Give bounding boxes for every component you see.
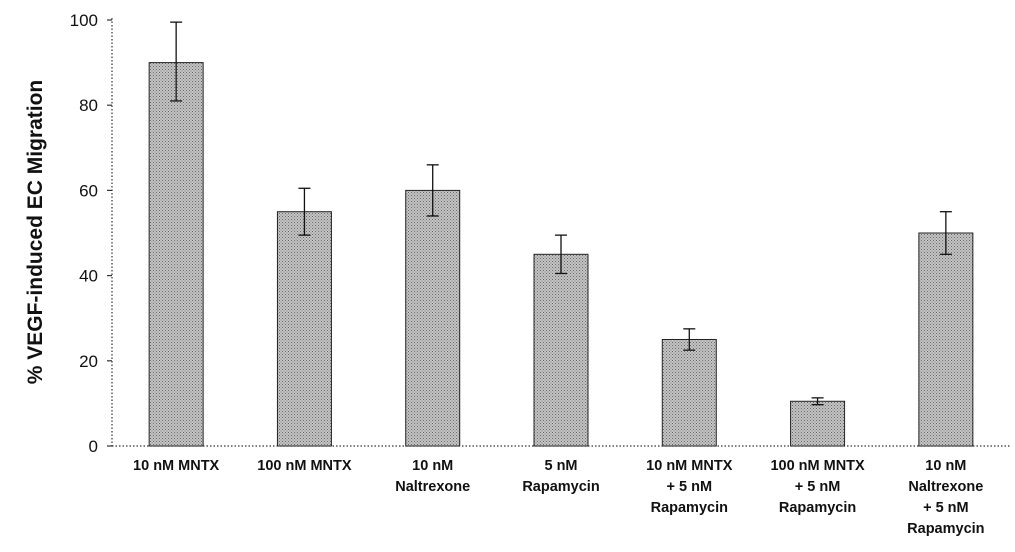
x-tick-labels: 10 nM MNTX 100 nM MNTX 10 nM Naltrexone 5 nM… <box>133 458 985 537</box>
y-ticks: 0 20 40 60 80 100 <box>70 11 112 456</box>
y-tick-label: 0 <box>89 437 98 456</box>
x-tick-label-line: 10 nM MNTX <box>646 458 733 474</box>
error-bar <box>298 187 311 236</box>
bar <box>790 400 846 447</box>
y-tick-label: 40 <box>79 267 98 286</box>
bar <box>276 211 332 447</box>
bar <box>533 253 589 447</box>
x-tick-label: 100 nM MNTX + 5 nM Rapamycin <box>770 458 865 516</box>
x-tick-label-line: 100 nM MNTX <box>257 458 352 474</box>
x-tick-label-line: Rapamycin <box>651 500 728 516</box>
bars <box>148 62 974 447</box>
error-bar <box>426 164 439 217</box>
x-tick-label-line: 10 nM <box>925 458 966 474</box>
y-tick-label: 60 <box>79 181 98 200</box>
x-tick-label-line: Rapamycin <box>522 479 599 495</box>
x-tick-label: 100 nM MNTX <box>257 458 352 474</box>
x-tick-label-line: Rapamycin <box>907 521 984 537</box>
error-bars <box>170 21 952 406</box>
x-tick-label: 10 nM Naltrexone + 5 nM Rapamycin <box>907 458 984 537</box>
bar <box>918 232 974 447</box>
x-tick-label-line: Naltrexone <box>395 479 470 495</box>
x-tick-label-line: Naltrexone <box>908 479 983 495</box>
x-tick-label: 10 nM Naltrexone <box>395 458 470 495</box>
x-tick-label-line: + 5 nM <box>795 479 841 495</box>
x-tick-label-line: + 5 nM <box>923 500 969 516</box>
bar <box>148 62 204 447</box>
error-bar <box>170 21 183 102</box>
y-tick-label: 20 <box>79 352 98 371</box>
y-tick-label: 100 <box>70 11 98 30</box>
y-axis-title: % VEGF-induced EC Migration <box>24 80 47 385</box>
y-tick-label: 80 <box>79 96 98 115</box>
bar <box>405 189 461 447</box>
x-tick-label: 5 nM Rapamycin <box>522 458 599 495</box>
x-tick-label-line: Rapamycin <box>779 500 856 516</box>
error-bar <box>939 211 952 255</box>
bar <box>661 339 717 447</box>
error-bar <box>555 234 567 275</box>
x-tick-label-line: + 5 nM <box>667 479 713 495</box>
error-bar <box>683 328 696 351</box>
error-bar <box>811 397 824 406</box>
x-tick-label: 10 nM MNTX + 5 nM Rapamycin <box>646 458 733 516</box>
x-tick-label-line: 100 nM MNTX <box>770 458 865 474</box>
x-tick-label-line: 5 nM <box>544 458 577 474</box>
x-tick-label-line: 10 nM <box>412 458 453 474</box>
x-tick-label: 10 nM MNTX <box>133 458 220 474</box>
x-tick-label-line: 10 nM MNTX <box>133 458 220 474</box>
